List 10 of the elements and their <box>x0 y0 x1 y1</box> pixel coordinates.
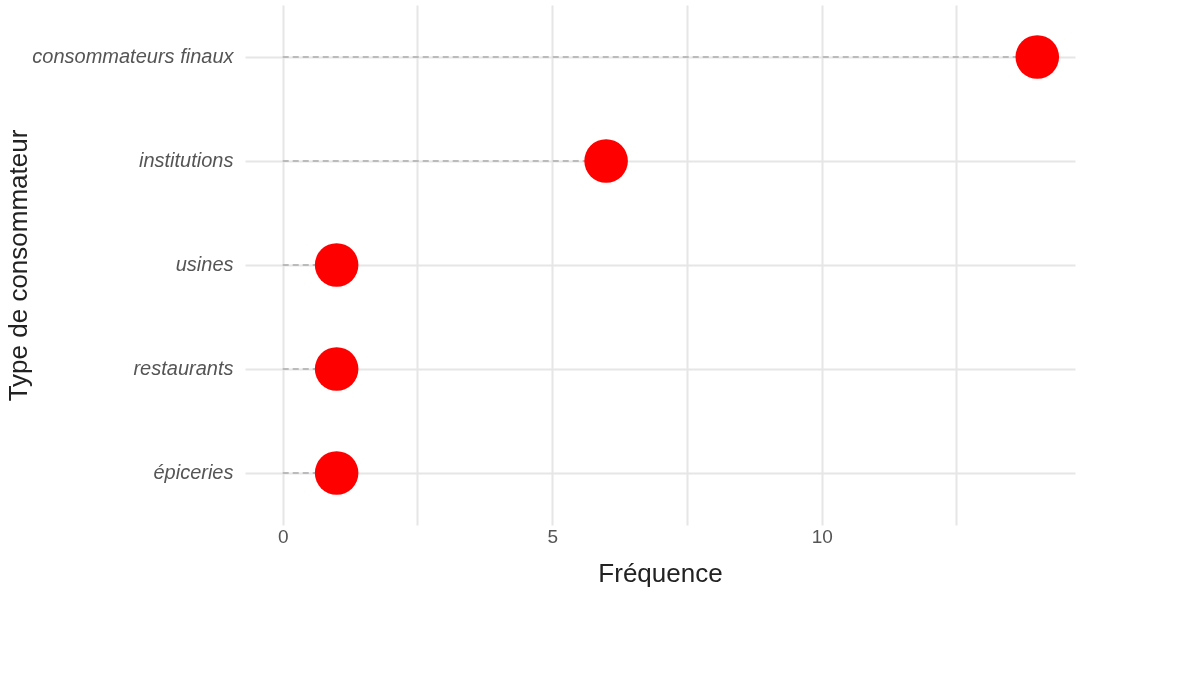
y-tick-label: usines <box>175 253 234 275</box>
x-tick-label: 5 <box>547 525 558 547</box>
y-tick-label: épiceries <box>153 461 234 483</box>
x-tick-label: 0 <box>277 525 289 547</box>
y-tick-label: institutions <box>139 149 234 171</box>
x-tick-label: 10 <box>811 525 833 547</box>
y-tick-label: consommateurs finaux <box>32 45 235 67</box>
x-axis-title: Fréquence <box>598 557 723 588</box>
y-tick-label: restaurants <box>133 357 234 379</box>
y-axis-title: Type de consommateur <box>2 129 33 402</box>
